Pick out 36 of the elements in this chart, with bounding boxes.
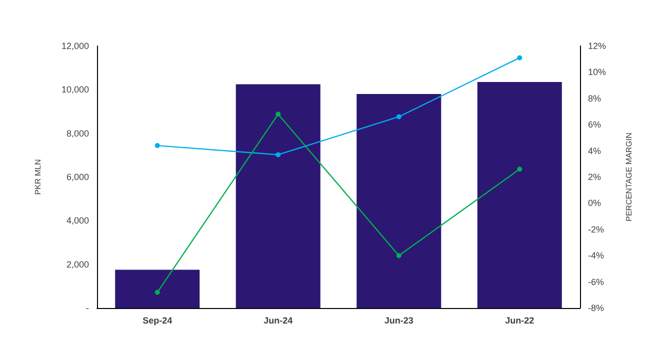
- y-axis-title: PKR MLN: [34, 158, 42, 195]
- x-tick-label: Jun-22: [505, 316, 534, 326]
- y2-tick-label: 0%: [588, 198, 602, 208]
- y2-tick-label: 4%: [588, 146, 602, 156]
- y-tick-label: 12,000: [61, 41, 89, 51]
- y2-tick-label: 8%: [588, 93, 602, 104]
- x-tick-label: Sep-24: [142, 316, 172, 326]
- y-tick-label: 6,000: [66, 172, 89, 182]
- point: [517, 55, 522, 60]
- y2-tick-label: 6%: [588, 120, 602, 130]
- bar: [115, 270, 200, 308]
- y-tick-label: -: [86, 303, 89, 313]
- y2-tick-label: 2%: [588, 172, 602, 182]
- y-tick-label: 4,000: [66, 216, 89, 226]
- point: [276, 112, 281, 117]
- y-tick-label: 10,000: [61, 84, 89, 95]
- y2-tick-label: -8%: [588, 303, 604, 313]
- point: [154, 290, 160, 295]
- y2-tick-label: -2%: [588, 224, 604, 234]
- y2-tick-label: -6%: [588, 276, 604, 287]
- y-tick-label: 8,000: [66, 128, 89, 138]
- point: [276, 152, 281, 158]
- point: [517, 166, 522, 172]
- bar: [477, 82, 562, 308]
- point: [396, 253, 402, 258]
- y2-axis-title: PERCENTAGE MARGIN: [624, 132, 634, 222]
- x-tick-label: Jun-23: [384, 316, 414, 326]
- bar: [236, 84, 320, 308]
- x-tick-label: Jun-24: [264, 316, 293, 326]
- bar: [356, 94, 442, 308]
- y2-tick-label: -4%: [588, 250, 604, 261]
- y2-tick-label: 10%: [588, 67, 606, 78]
- y2-tick-label: 12%: [588, 41, 606, 51]
- point: [396, 114, 402, 120]
- point: [154, 143, 160, 148]
- y-tick-label: 2,000: [66, 259, 89, 270]
